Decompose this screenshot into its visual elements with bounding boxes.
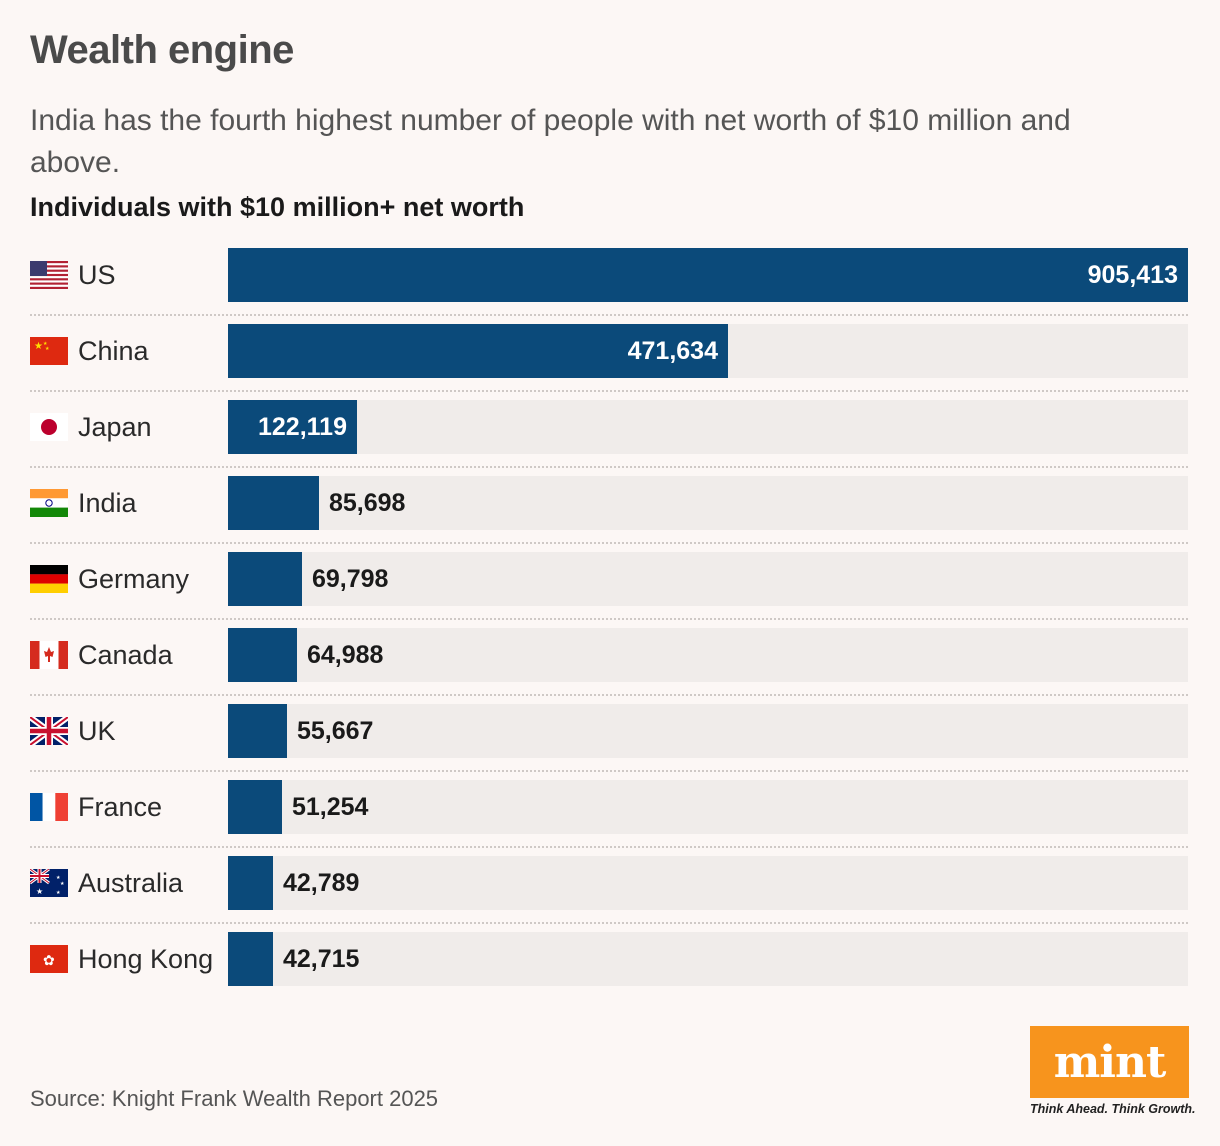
bar-row: India 85,698 [30,468,1188,544]
australia-flag-icon: ★★★★ [30,869,68,897]
germany-flag-icon [30,565,68,593]
bar-row: ★ ★ ★ ★ Australia 42,789 [30,848,1188,924]
page-title: Wealth engine [30,28,294,72]
bar-row: UK 55,667 [30,696,1188,772]
bar [228,932,273,986]
bar-row: Germany 69,798 [30,544,1188,620]
logo-text: mint [1053,1036,1167,1088]
bar [228,248,1188,302]
tick-label: Australia [78,867,184,898]
svg-text:★: ★ [56,890,61,896]
uk-flag-icon [30,717,68,745]
data-label: 51,254 [292,793,369,821]
data-label: 85,698 [329,489,406,517]
bar [228,552,302,606]
tick-label: Hong Kong [78,943,214,974]
bar-track: 122,119 [228,400,1188,454]
bar-row: US 905,413 [30,240,1188,316]
country-label: Canada [30,628,220,682]
tick-label: France [78,791,163,822]
tick-label: UK [78,715,116,746]
svg-text:✿: ✿ [43,952,55,968]
bar-row: ★ ★ ★ China 471,634 [30,316,1188,392]
country-label: ★ ★ ★ China [30,324,220,378]
bar [228,324,728,378]
bar [228,780,282,834]
logo-tagline: Think Ahead. Think Growth. [1030,1102,1196,1116]
country-label: UK [30,704,220,758]
bar-track: 55,667 [228,704,1188,758]
country-label: India [30,476,220,530]
bar-row: Japan 122,119 [30,392,1188,468]
mint-logo: mint [1030,1026,1189,1098]
country-label: Japan [30,400,220,454]
data-label: 905,413 [1087,261,1178,289]
tick-label: US [78,259,116,290]
india-flag-icon [30,489,68,517]
data-label: 42,715 [283,945,360,973]
data-label: 69,798 [312,565,389,593]
svg-text:★: ★ [60,881,65,887]
us-flag-icon [30,261,68,289]
tick-label: Canada [78,639,173,670]
china-flag-icon: ★ ★★ [30,337,68,365]
bar-track: 85,698 [228,476,1188,530]
country-label: France [30,780,220,834]
bar-track: 42,715 [228,932,1188,986]
bar [228,704,287,758]
svg-text:★: ★ [56,875,61,881]
data-label: 471,634 [627,337,718,365]
data-label: 64,988 [307,641,384,669]
chart-title: Individuals with $10 million+ net worth [30,192,525,222]
country-label: ★ ★ ★ ★ Australia [30,856,220,910]
svg-text:★: ★ [45,346,50,352]
country-label: US [30,248,220,302]
bar-track: 51,254 [228,780,1188,834]
data-label: 42,789 [283,869,360,897]
bar [228,856,273,910]
bar-row: ✿ Hong Kong 42,715 [30,924,1188,1000]
bar-track: 69,798 [228,552,1188,606]
hong-kong-flag-icon: ✿ [30,945,68,973]
svg-text:★: ★ [34,341,43,352]
country-label: ✿ Hong Kong [30,932,220,986]
country-label: Germany [30,552,220,606]
bar-track: 471,634 [228,324,1188,378]
tick-label: China [78,335,149,366]
svg-text:★: ★ [43,341,48,347]
data-label: 122,119 [258,413,347,441]
source-note: Source: Knight Frank Wealth Report 2025 [30,1086,439,1111]
canada-flag-icon [30,641,68,669]
bar-track: 64,988 [228,628,1188,682]
bar [228,400,357,454]
bar-row: Canada 64,988 [30,620,1188,696]
tick-label: Germany [78,563,190,594]
japan-flag-icon [30,413,68,441]
bar-track: 42,789 [228,856,1188,910]
bar-row: France 51,254 [30,772,1188,848]
bar-track: 905,413 [228,248,1188,302]
bar [228,476,319,530]
tick-label: India [78,487,137,518]
bar [228,628,297,682]
tick-label: Japan [78,411,152,442]
svg-text:★: ★ [36,887,43,896]
france-flag-icon [30,793,68,821]
data-label: 55,667 [297,717,374,745]
page-subtitle: India has the fourth highest number of p… [30,104,1071,179]
bar-chart: US 905,413 ★ ★ ★ China 471,634 Japan 122,119 Indi… [30,240,1188,1000]
